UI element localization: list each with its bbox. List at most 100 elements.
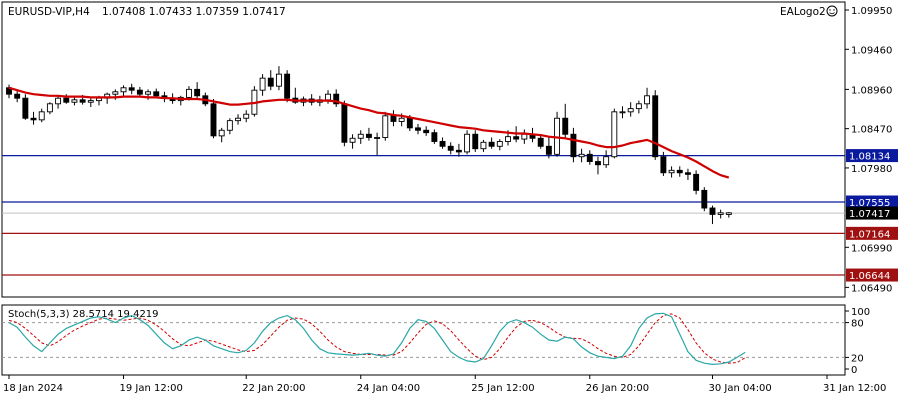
candle[interactable] — [14, 90, 21, 103]
bear-candle-body — [30, 117, 37, 121]
candle[interactable] — [194, 82, 201, 99]
bear-candle-body — [6, 87, 12, 95]
candle[interactable] — [562, 103, 569, 139]
candle[interactable] — [668, 166, 675, 178]
bull-candle-body — [325, 93, 331, 101]
candle[interactable] — [447, 142, 454, 155]
candle[interactable] — [660, 151, 667, 176]
bull-candle-body — [38, 111, 45, 121]
candle[interactable] — [627, 102, 634, 117]
candle[interactable] — [374, 132, 381, 156]
bear-candle-body — [267, 77, 274, 87]
candle[interactable] — [87, 97, 94, 108]
candle[interactable] — [235, 114, 241, 125]
candle[interactable] — [365, 127, 372, 141]
level-price-tag — [846, 149, 898, 163]
candle[interactable] — [455, 143, 462, 157]
candle[interactable] — [333, 89, 340, 108]
bull-candle-body — [398, 117, 405, 122]
candle[interactable] — [251, 86, 258, 117]
price-panel-frame — [1, 1, 846, 298]
candle[interactable] — [717, 209, 724, 219]
level-price-label: 1.07164 — [849, 229, 890, 240]
bull-candle-body — [259, 77, 266, 91]
candle[interactable] — [488, 137, 495, 149]
bull-candle-body — [112, 91, 119, 95]
bear-candle-body — [406, 117, 413, 129]
bear-candle-body — [439, 141, 446, 147]
current-price-label: 1.07417 — [849, 209, 890, 220]
bull-candle-body — [87, 100, 94, 103]
candle[interactable] — [693, 170, 700, 195]
candle[interactable] — [120, 85, 127, 98]
candle[interactable] — [619, 106, 626, 119]
candle[interactable] — [55, 95, 62, 109]
candle[interactable] — [357, 130, 364, 144]
candle[interactable] — [38, 108, 45, 123]
candle[interactable] — [423, 126, 430, 136]
bull-candle-body — [578, 153, 585, 158]
bull-candle-body — [226, 120, 233, 131]
candle[interactable] — [554, 111, 561, 157]
bull-candle-body — [275, 73, 282, 87]
bull-candle-body — [505, 136, 511, 142]
candle[interactable] — [349, 134, 356, 149]
candle[interactable] — [415, 123, 421, 135]
candle[interactable] — [496, 139, 503, 151]
price-panel[interactable]: 1.09950 1.09460 1.08960 1.08470 1.07980 1.069… — [1, 1, 898, 298]
candle[interactable] — [6, 84, 12, 99]
candle[interactable] — [480, 139, 487, 152]
candle[interactable] — [431, 129, 438, 144]
candle[interactable] — [210, 98, 217, 139]
candle[interactable] — [226, 118, 233, 135]
level-price-label: 1.06644 — [849, 271, 890, 282]
candle[interactable] — [644, 87, 650, 109]
candle[interactable] — [259, 74, 266, 96]
candle[interactable] — [537, 134, 544, 149]
candle[interactable] — [439, 137, 446, 149]
candle[interactable] — [464, 130, 471, 155]
price-axis-label: 1.09460 — [851, 45, 892, 56]
candle[interactable] — [382, 111, 389, 141]
candle[interactable] — [578, 148, 585, 163]
candle[interactable] — [267, 70, 274, 91]
candle[interactable] — [341, 100, 348, 147]
time-axis-label: 31 Jan 12:00 — [823, 383, 886, 394]
bear-candle-body — [455, 149, 462, 153]
bear-candle-body — [660, 156, 667, 174]
candle[interactable] — [71, 96, 78, 106]
bull-candle-body — [480, 141, 487, 150]
candle[interactable] — [635, 100, 642, 114]
candle[interactable] — [128, 83, 135, 95]
candle[interactable] — [595, 156, 601, 175]
bear-candle-body — [128, 87, 135, 91]
bull-candle-body — [619, 111, 626, 114]
bear-candle-body — [447, 145, 454, 151]
candle[interactable] — [586, 150, 593, 165]
candle[interactable] — [709, 205, 716, 225]
candle[interactable] — [275, 66, 282, 91]
candle[interactable] — [684, 168, 691, 180]
candle[interactable] — [701, 187, 708, 212]
candle[interactable] — [22, 94, 29, 120]
candle[interactable] — [603, 150, 610, 168]
candle[interactable] — [545, 137, 552, 159]
candle[interactable] — [611, 108, 618, 159]
stochastic-main-line[interactable] — [8, 312, 746, 366]
logo-label: EALogo2 — [780, 6, 826, 18]
candle[interactable] — [472, 130, 479, 152]
moving-average-line[interactable] — [8, 86, 730, 179]
bear-candle-body — [79, 99, 86, 103]
bull-candle-body — [357, 133, 364, 139]
candle[interactable] — [46, 102, 53, 115]
candle[interactable] — [284, 70, 291, 103]
candle[interactable] — [30, 111, 37, 125]
candle[interactable] — [218, 127, 225, 143]
bear-candle-body — [415, 127, 421, 131]
candle[interactable] — [243, 110, 250, 123]
candle[interactable] — [676, 166, 683, 177]
candle[interactable] — [725, 212, 732, 218]
candle[interactable] — [570, 127, 577, 163]
candle[interactable] — [652, 90, 659, 160]
